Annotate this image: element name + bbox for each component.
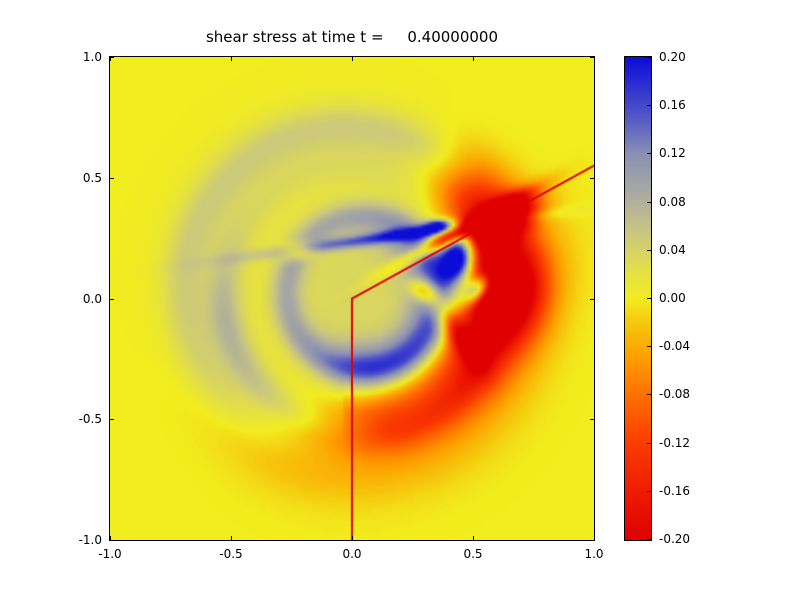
heatmap-canvas bbox=[110, 57, 594, 540]
x-tick-mark bbox=[472, 57, 474, 61]
colorbar-tick-mark bbox=[647, 393, 651, 395]
y-tick-mark bbox=[590, 298, 594, 300]
colorbar-tick-mark bbox=[647, 297, 651, 299]
colorbar-tick-mark bbox=[647, 249, 651, 251]
x-tick-mark bbox=[109, 57, 111, 61]
y-tick-mark bbox=[110, 177, 114, 179]
y-tick-label: 0.0 bbox=[82, 292, 102, 306]
colorbar-tick-label: 0.12 bbox=[659, 146, 686, 160]
colorbar-tick-label: 0.08 bbox=[659, 195, 686, 209]
x-tick-label: 0.0 bbox=[342, 547, 362, 561]
x-tick-mark bbox=[230, 536, 232, 540]
y-tick-mark bbox=[590, 539, 594, 541]
y-tick-mark bbox=[590, 56, 594, 58]
colorbar-tick-mark bbox=[647, 442, 651, 444]
x-tick-mark bbox=[351, 536, 353, 540]
colorbar-tick-label: 0.00 bbox=[659, 291, 686, 305]
x-tick-mark bbox=[351, 57, 353, 61]
y-tick-label: 0.5 bbox=[82, 171, 102, 185]
x-tick-label: -1.0 bbox=[98, 547, 122, 561]
colorbar-tick-mark bbox=[647, 152, 651, 154]
colorbar-tick-label: 0.16 bbox=[659, 98, 686, 112]
x-tick-mark bbox=[593, 57, 595, 61]
colorbar-tick-mark bbox=[647, 201, 651, 203]
x-tick-label: 0.5 bbox=[463, 547, 483, 561]
colorbar-tick-mark bbox=[647, 56, 651, 58]
y-tick-label: 1.0 bbox=[82, 50, 102, 64]
colorbar-tick-label: 0.04 bbox=[659, 243, 686, 257]
plot-area bbox=[109, 56, 595, 541]
x-tick-mark bbox=[593, 536, 595, 540]
colorbar-tick-mark bbox=[647, 490, 651, 492]
colorbar-tick-label: -0.16 bbox=[659, 484, 691, 498]
y-tick-mark bbox=[110, 298, 114, 300]
x-tick-mark bbox=[230, 57, 232, 61]
y-tick-label: -1.0 bbox=[78, 533, 102, 547]
x-tick-label: 1.0 bbox=[584, 547, 604, 561]
plot-title: shear stress at time t = 0.40000000 bbox=[205, 28, 499, 46]
colorbar-tick-mark bbox=[647, 104, 651, 106]
y-tick-label: -0.5 bbox=[78, 412, 102, 426]
colorbar-tick-mark bbox=[647, 345, 651, 347]
x-tick-mark bbox=[472, 536, 474, 540]
y-tick-mark bbox=[590, 177, 594, 179]
x-tick-mark bbox=[109, 536, 111, 540]
colorbar-tick-label: 0.20 bbox=[659, 50, 686, 64]
colorbar-tick-label: -0.04 bbox=[659, 339, 691, 353]
y-tick-mark bbox=[110, 56, 114, 58]
y-tick-mark bbox=[590, 418, 594, 420]
colorbar bbox=[624, 56, 652, 541]
colorbar-tick-label: -0.20 bbox=[659, 532, 691, 546]
colorbar-tick-mark bbox=[647, 538, 651, 540]
colorbar-tick-label: -0.08 bbox=[659, 387, 691, 401]
colorbar-canvas bbox=[625, 57, 651, 540]
y-tick-mark bbox=[110, 539, 114, 541]
x-tick-label: -0.5 bbox=[219, 547, 243, 561]
y-tick-mark bbox=[110, 418, 114, 420]
colorbar-tick-label: -0.12 bbox=[659, 436, 691, 450]
